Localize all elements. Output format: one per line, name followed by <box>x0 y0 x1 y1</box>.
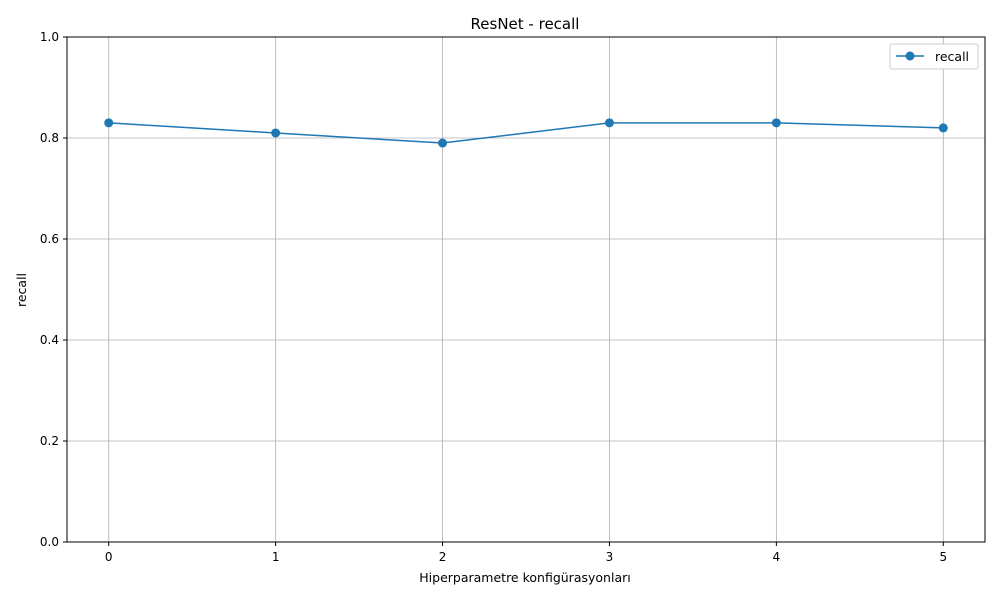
x-tick-label: 1 <box>272 550 280 564</box>
data-point <box>938 123 948 133</box>
y-tick-label: 0.6 <box>40 232 59 246</box>
legend-entry-recall: recall <box>935 49 969 64</box>
y-axis-label: recall <box>14 273 29 307</box>
legend-marker-sample <box>905 51 915 61</box>
plot-area-frame <box>66 36 986 543</box>
data-point <box>104 118 114 128</box>
data-point <box>771 118 781 128</box>
series-line <box>108 122 944 144</box>
data-point <box>438 138 448 148</box>
data-point <box>604 118 614 128</box>
x-tick-label: 0 <box>105 550 113 564</box>
legend: recall <box>889 43 979 70</box>
y-tick-label: 1.0 <box>40 30 59 44</box>
y-tick-label: 0.0 <box>40 535 59 549</box>
x-tick-label: 5 <box>939 550 947 564</box>
x-tick-label: 2 <box>439 550 447 564</box>
y-tick-label: 0.2 <box>40 434 59 448</box>
data-point <box>271 128 281 138</box>
chart-title: ResNet - recall <box>471 15 580 33</box>
legend-frame <box>889 43 979 70</box>
x-tick-label: 3 <box>606 550 614 564</box>
y-tick-label: 0.8 <box>40 131 59 145</box>
grid-lines <box>67 36 985 543</box>
x-axis-label: Hiperparametre konfigürasyonları <box>419 570 630 585</box>
axis-ticks: 0 1 2 3 4 5 0.0 0.2 0.4 0.6 0.8 1.0 <box>40 30 947 564</box>
x-tick-label: 4 <box>773 550 781 564</box>
series-recall <box>104 118 948 148</box>
y-tick-label: 0.4 <box>40 333 59 347</box>
